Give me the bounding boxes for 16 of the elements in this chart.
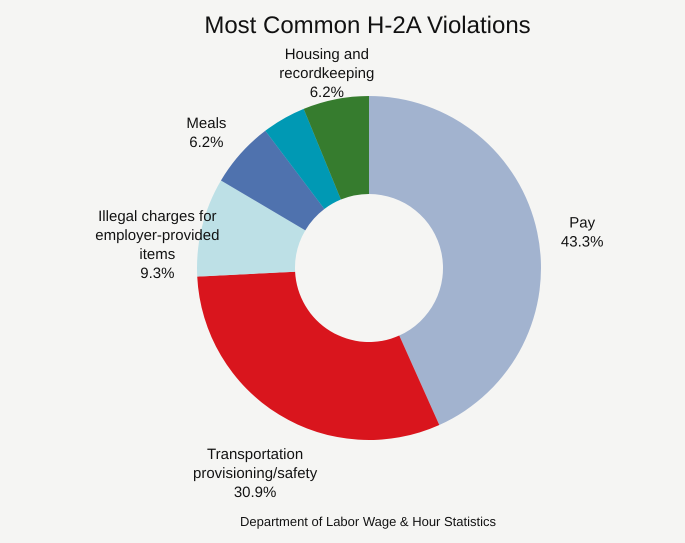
donut-slice <box>369 96 541 425</box>
data-label: 6.2% <box>310 84 344 102</box>
text: Department of Labor Wage & Hour Statistics <box>240 514 497 529</box>
data-label: 30.9% <box>234 484 276 501</box>
data-label: 6.2% <box>189 134 224 151</box>
donut-slice <box>265 108 341 209</box>
donut-slice <box>304 96 369 200</box>
data-label: 43.3% <box>560 233 604 250</box>
chart-title: Most Common H-2A Violations <box>204 12 531 39</box>
slice-label: Illegal charges for employer-provided items <box>95 208 220 263</box>
data-label: 9.3% <box>140 264 174 282</box>
slice-label: Pay <box>569 214 596 232</box>
slice-label: Transportation provisioning/safety <box>192 446 318 482</box>
slice-label: Housing and recordkeeping <box>279 46 374 82</box>
donut-slice <box>197 272 440 440</box>
slice-label: Meals <box>186 114 226 132</box>
